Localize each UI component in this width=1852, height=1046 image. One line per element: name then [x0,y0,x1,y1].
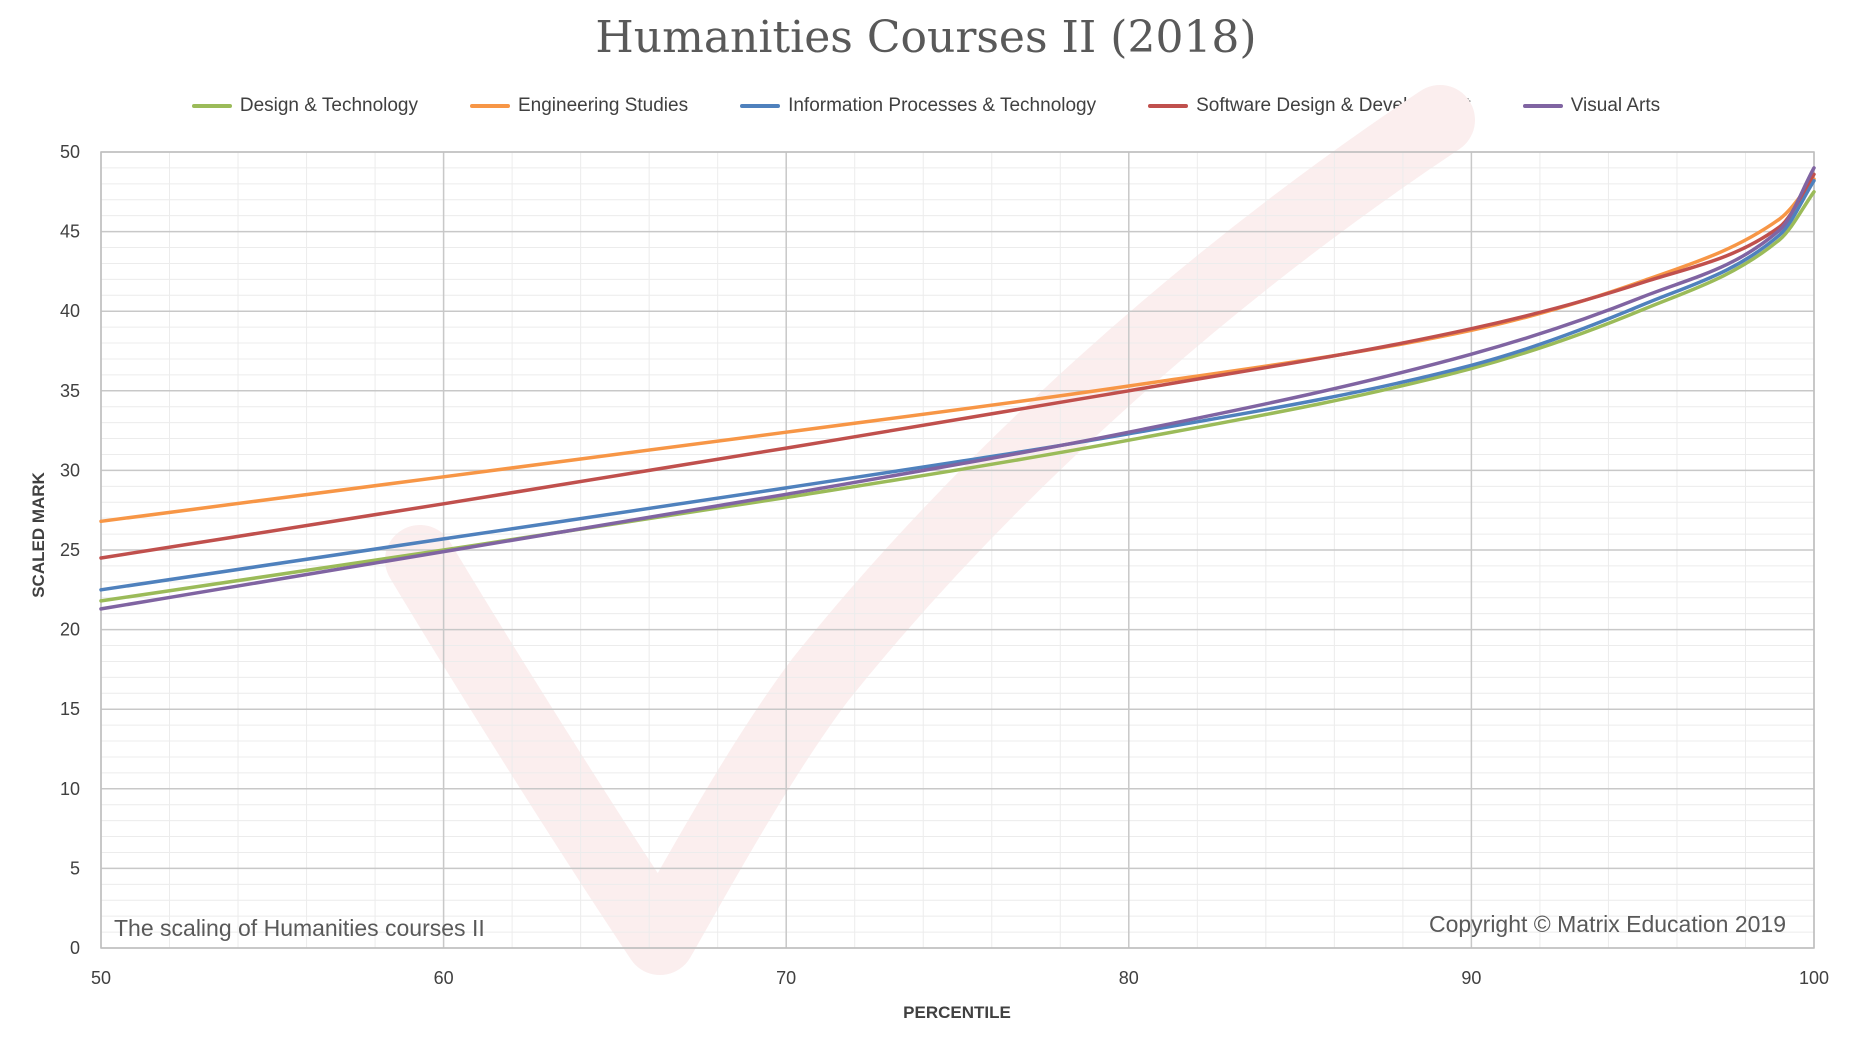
legend-entry: Visual Arts [1522,95,1661,117]
legend-entry: Design & Technology [191,95,418,117]
x-axis-ticks: 50 60 70 80 90 100 [91,968,1829,988]
legend-label: Design & Technology [239,95,418,116]
y-tick-label: 45 [60,222,80,242]
series-lines [99,166,1816,611]
legend-label: Information Processes & Technology [788,95,1097,116]
plot-area [100,151,1815,949]
y-tick-label: 35 [60,381,80,401]
y-tick-label: 10 [60,779,80,799]
legend-entry: Engineering Studies [470,95,688,117]
series-line-software-design-development [99,172,1816,560]
legend-swatch [470,104,510,108]
legend-label: Engineering Studies [518,95,689,116]
chart-title: Humanities Courses II (2018) [595,12,1257,63]
legend-label: Visual Arts [1570,95,1661,116]
x-axis-title: PERCENTILE [903,1003,1011,1022]
plot-border [100,151,1815,949]
annotation-left: The scaling of Humanities courses II [114,915,485,941]
y-tick-label: 40 [60,301,80,321]
y-tick-label: 15 [60,699,80,719]
y-tick-label: 5 [70,858,80,878]
y-axis-ticks: 0 5 10 15 20 25 30 35 40 45 50 [60,142,80,958]
x-tick-label: 70 [776,968,796,988]
y-tick-label: 25 [60,540,80,560]
series-line-engineering-studies [99,177,1816,524]
legend-swatch [740,104,781,108]
x-tick-label: 60 [434,968,454,988]
legend: Design & Technology Engineering Studies In… [0,92,1852,120]
y-axis-title: SCALED MARK [29,471,48,597]
x-tick-label: 50 [91,968,111,988]
legend-swatch [1522,104,1563,108]
y-tick-label: 20 [60,620,80,640]
series-line-visual-arts [99,166,1816,611]
x-tick-label: 80 [1119,968,1139,988]
y-tick-label: 50 [60,142,80,162]
legend-swatch [1148,104,1189,108]
annotation-copyright: Copyright © Matrix Education 2019 [1429,911,1786,937]
y-tick-label: 0 [70,938,80,958]
y-tick-label: 30 [60,460,80,480]
x-tick-label: 90 [1461,968,1481,988]
legend-entry: Information Processes & Technology [740,95,1096,117]
x-tick-label: 100 [1799,968,1829,988]
checkmark-watermark [385,85,1475,975]
legend-swatch [191,104,232,108]
